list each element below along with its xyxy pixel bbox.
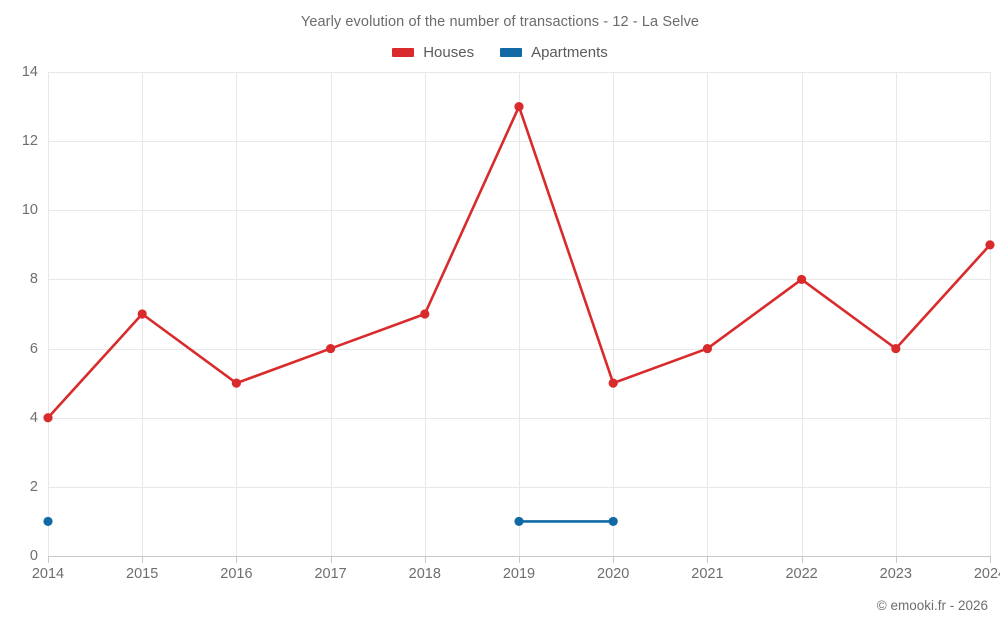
legend-item-houses[interactable]: Houses [392, 44, 474, 61]
x-axis-tick-label: 2018 [408, 566, 441, 582]
gridline-vertical [424, 72, 426, 556]
y-axis-tick-label: 6 [29, 340, 38, 357]
x-axis-tick-mark [707, 556, 709, 563]
gridline-vertical [613, 72, 615, 556]
x-axis-tick-mark [236, 556, 238, 563]
x-axis-tick-mark [801, 556, 803, 563]
gridline-vertical [142, 72, 144, 556]
gridline-vertical [895, 72, 897, 556]
plot-area [48, 72, 991, 557]
legend-swatch-houses [392, 48, 415, 57]
x-axis-tick-label: 2024 [973, 566, 1000, 582]
x-axis-tick-label: 2014 [31, 566, 65, 582]
gridline-vertical [707, 72, 709, 556]
x-axis-tick-mark [142, 556, 144, 563]
x-axis-tick-label: 2023 [879, 566, 912, 582]
gridline-vertical [330, 72, 332, 556]
chart-legend: Houses Apartments [0, 44, 1000, 61]
x-axis-tick-label: 2017 [314, 566, 347, 582]
gridline-vertical [519, 72, 520, 556]
x-axis-tick-label: 2019 [502, 566, 536, 582]
y-axis-tick-label: 10 [21, 202, 38, 219]
chart-title: Yearly evolution of the number of transa… [300, 14, 700, 30]
gridline-vertical [990, 72, 991, 556]
gridline-vertical [48, 72, 49, 556]
gridline-vertical [236, 72, 238, 556]
legend-label-apartments: Apartments [531, 44, 608, 61]
y-axis-tick-label: 8 [29, 271, 38, 288]
x-axis-tick-label: 2022 [785, 566, 818, 582]
x-axis-tick-mark [990, 556, 991, 563]
x-axis-tick-mark [330, 556, 332, 563]
x-axis-tick-label: 2015 [126, 566, 159, 582]
x-axis-tick-mark [613, 556, 615, 563]
y-axis-tick-label: 14 [21, 64, 38, 80]
x-axis-tick-mark [519, 556, 520, 563]
legend-label-houses: Houses [423, 44, 475, 61]
x-axis-tick-mark [895, 556, 897, 563]
x-axis-tick-label: 2016 [220, 566, 253, 582]
attribution-text: © emooki.fr - 2026 [876, 598, 988, 613]
y-axis-tick-label: 12 [21, 133, 38, 150]
x-axis-tick-label: 2020 [597, 566, 630, 582]
y-axis-tick-label: 0 [29, 548, 38, 564]
x-axis-tick-mark [424, 556, 426, 563]
x-axis-tick-mark [48, 556, 49, 563]
y-axis-tick-label: 2 [29, 478, 38, 495]
legend-swatch-apartments [500, 48, 523, 57]
x-axis-tick-label: 2021 [691, 566, 724, 582]
legend-item-apartments[interactable]: Apartments [500, 44, 608, 61]
y-axis-tick-label: 4 [29, 409, 38, 426]
gridline-vertical [801, 72, 803, 556]
